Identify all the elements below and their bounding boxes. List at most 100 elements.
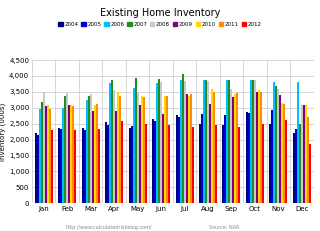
Bar	[49, 109, 51, 203]
Text: Source: NAR: Source: NAR	[209, 225, 239, 230]
Bar	[309, 144, 311, 203]
Bar	[258, 90, 260, 203]
Bar	[35, 133, 37, 203]
Bar	[137, 92, 139, 203]
Bar	[107, 125, 109, 203]
Bar	[111, 80, 113, 203]
Bar	[281, 103, 284, 203]
Legend: 2004, 2005, 2006, 2007, 2008, 2009, 2010, 2011, 2012: 2004, 2005, 2006, 2007, 2008, 2009, 2010…	[56, 20, 264, 30]
Bar	[191, 127, 194, 203]
Bar	[117, 92, 119, 203]
Bar	[254, 80, 256, 203]
Bar	[230, 89, 232, 203]
Bar	[132, 88, 135, 203]
Bar	[51, 130, 53, 203]
Bar	[98, 129, 100, 203]
Bar	[88, 96, 90, 203]
Bar	[119, 96, 121, 203]
Bar	[305, 105, 307, 203]
Bar	[277, 89, 279, 203]
Bar	[207, 81, 209, 203]
Bar	[201, 113, 203, 203]
Bar	[228, 80, 230, 203]
Bar	[58, 128, 60, 203]
Bar	[105, 122, 107, 203]
Bar	[41, 102, 43, 203]
Bar	[189, 94, 191, 203]
Bar	[235, 94, 236, 203]
Bar	[209, 104, 211, 203]
Bar	[43, 92, 45, 203]
Bar	[262, 124, 264, 203]
Bar	[60, 129, 62, 203]
Bar	[186, 94, 188, 203]
Bar	[211, 89, 213, 203]
Bar	[92, 111, 94, 203]
Bar	[297, 82, 299, 203]
Text: Existing Home Inventory: Existing Home Inventory	[100, 8, 220, 18]
Bar	[84, 130, 86, 203]
Bar	[45, 106, 47, 203]
Bar	[184, 81, 186, 203]
Bar	[213, 92, 215, 203]
Bar	[225, 116, 227, 203]
Bar	[168, 125, 170, 203]
Bar	[37, 135, 39, 203]
Bar	[74, 130, 76, 203]
Bar	[39, 109, 41, 203]
Bar	[70, 105, 72, 203]
Bar	[215, 125, 217, 203]
Bar	[62, 108, 64, 203]
Bar	[303, 105, 305, 203]
Bar	[232, 97, 235, 203]
Bar	[164, 96, 166, 203]
Bar	[68, 105, 70, 203]
Bar	[299, 124, 301, 203]
Bar	[222, 125, 225, 203]
Y-axis label: Inventory (000s): Inventory (000s)	[0, 103, 6, 161]
Text: http://www.calculatedriskblog.com/: http://www.calculatedriskblog.com/	[66, 225, 152, 230]
Bar	[158, 79, 160, 203]
Bar	[131, 126, 132, 203]
Bar	[180, 80, 181, 203]
Bar	[227, 80, 228, 203]
Bar	[94, 105, 96, 203]
Bar	[256, 92, 258, 203]
Bar	[260, 92, 262, 203]
Bar	[129, 128, 131, 203]
Bar	[82, 128, 84, 203]
Bar	[271, 110, 273, 203]
Bar	[276, 85, 277, 203]
Bar	[250, 80, 252, 203]
Bar	[269, 124, 271, 203]
Bar	[181, 74, 184, 203]
Bar	[86, 100, 88, 203]
Bar	[203, 80, 205, 203]
Bar	[47, 105, 49, 203]
Bar	[145, 124, 147, 203]
Bar	[246, 112, 248, 203]
Bar	[188, 96, 189, 203]
Bar	[162, 114, 164, 203]
Bar	[176, 116, 178, 203]
Bar	[160, 82, 162, 203]
Bar	[140, 96, 143, 203]
Bar	[135, 78, 137, 203]
Bar	[178, 117, 180, 203]
Bar	[248, 113, 250, 203]
Bar	[72, 106, 74, 203]
Bar	[199, 124, 201, 203]
Bar	[64, 96, 66, 203]
Bar	[236, 93, 238, 203]
Bar	[284, 104, 285, 203]
Bar	[139, 105, 140, 203]
Bar	[143, 97, 145, 203]
Bar	[205, 80, 207, 203]
Bar	[156, 83, 158, 203]
Bar	[301, 105, 303, 203]
Bar	[293, 133, 295, 203]
Bar	[252, 80, 254, 203]
Bar	[90, 94, 92, 203]
Bar	[238, 127, 240, 203]
Bar	[113, 90, 115, 203]
